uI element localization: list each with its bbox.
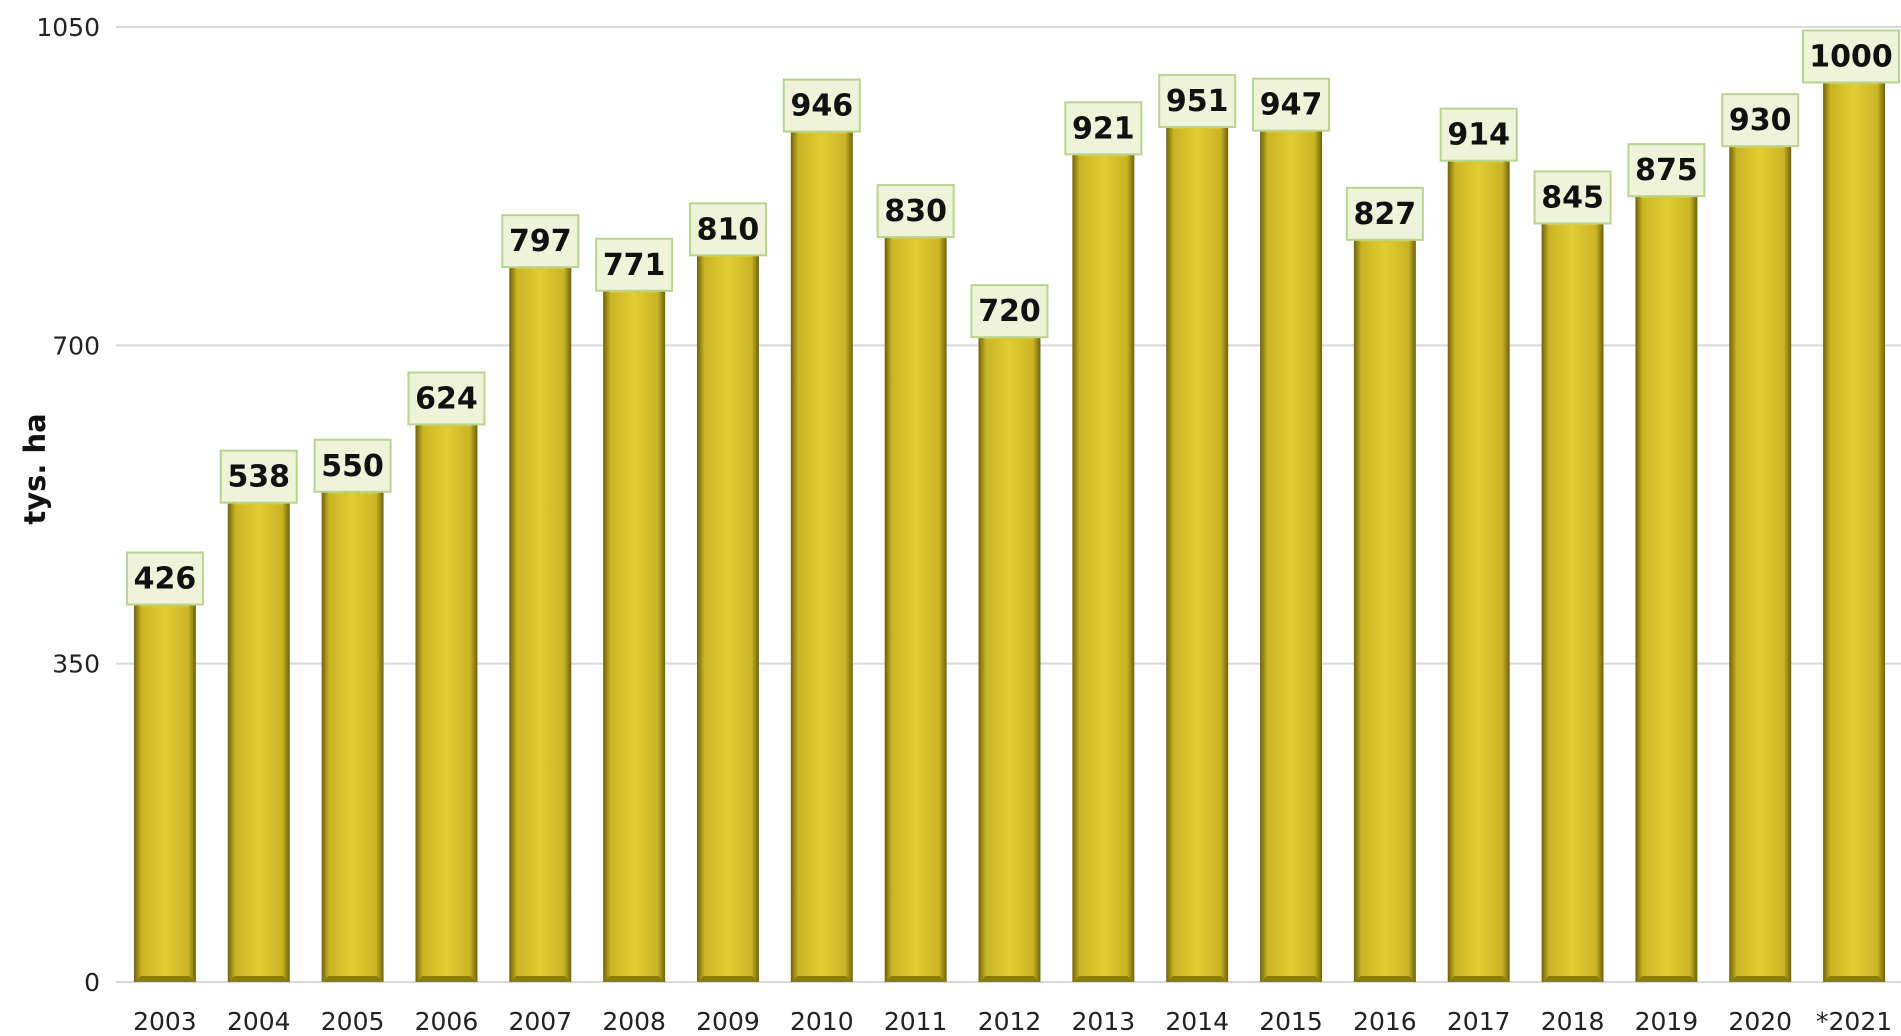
x-tick-label: 2016 bbox=[1353, 1007, 1417, 1036]
data-label: 426 bbox=[134, 562, 197, 597]
bar-2009 bbox=[697, 245, 759, 982]
bar-base bbox=[1729, 976, 1791, 982]
bar-base bbox=[1448, 976, 1510, 982]
bar-2007 bbox=[509, 257, 571, 982]
bar-base bbox=[1542, 976, 1604, 982]
bar-2012 bbox=[979, 327, 1041, 982]
x-tick-label: 2014 bbox=[1165, 1007, 1229, 1036]
bar-2006 bbox=[415, 414, 477, 982]
x-tick-label: 2009 bbox=[696, 1007, 760, 1036]
bar-base bbox=[603, 976, 665, 982]
data-label: 830 bbox=[884, 194, 947, 229]
bar-2014 bbox=[1166, 117, 1228, 982]
bar-base bbox=[885, 976, 947, 982]
bar-base bbox=[134, 976, 196, 982]
bar-base bbox=[1260, 976, 1322, 982]
bar-base bbox=[509, 976, 571, 982]
data-label: 930 bbox=[1729, 103, 1792, 138]
bar-2020 bbox=[1729, 136, 1791, 982]
x-tick-label: 2008 bbox=[602, 1007, 666, 1036]
data-label: 720 bbox=[978, 294, 1041, 329]
bar-2011 bbox=[885, 227, 947, 982]
bar-base bbox=[228, 976, 290, 982]
bar-base bbox=[1166, 976, 1228, 982]
x-tick-label: 2020 bbox=[1728, 1007, 1792, 1036]
data-label: 946 bbox=[791, 89, 854, 124]
y-tick-label: 350 bbox=[52, 650, 100, 679]
data-label: 771 bbox=[603, 248, 666, 283]
x-tick-label: 2010 bbox=[790, 1007, 854, 1036]
bar-base bbox=[1823, 976, 1885, 982]
bar-2003 bbox=[134, 595, 196, 982]
bar-base bbox=[1354, 976, 1416, 982]
bar-*2021 bbox=[1823, 72, 1885, 982]
bar-2015 bbox=[1260, 121, 1322, 982]
data-label: 1000 bbox=[1809, 39, 1893, 74]
data-label: 845 bbox=[1541, 180, 1604, 215]
bar-base bbox=[791, 976, 853, 982]
x-tick-label: 2007 bbox=[508, 1007, 572, 1036]
x-tick-label: *2021 bbox=[1816, 1007, 1892, 1036]
y-tick-label: 1050 bbox=[36, 13, 100, 42]
bar-2004 bbox=[228, 493, 290, 982]
bar-2008 bbox=[603, 281, 665, 982]
bar-2019 bbox=[1635, 186, 1697, 982]
data-label: 951 bbox=[1166, 84, 1229, 119]
data-label: 797 bbox=[509, 224, 572, 259]
y-tick-label: 700 bbox=[52, 331, 100, 360]
x-tick-label: 2015 bbox=[1259, 1007, 1323, 1036]
bar-2005 bbox=[322, 482, 384, 982]
bar-2016 bbox=[1354, 230, 1416, 982]
x-tick-label: 2019 bbox=[1635, 1007, 1699, 1036]
x-axis-tick-labels: 2003 2004 2005 2006 2007 2008 2009 2010 2011 2012… bbox=[133, 1007, 1892, 1036]
bar-2013 bbox=[1072, 144, 1134, 982]
bar-2018 bbox=[1542, 213, 1604, 982]
x-tick-label: 2018 bbox=[1541, 1007, 1605, 1036]
x-tick-label: 2017 bbox=[1447, 1007, 1511, 1036]
data-label: 550 bbox=[321, 449, 384, 484]
x-tick-label: 2012 bbox=[978, 1007, 1042, 1036]
x-tick-label: 2004 bbox=[227, 1007, 291, 1036]
bar-base bbox=[1072, 976, 1134, 982]
x-tick-label: 2003 bbox=[133, 1007, 197, 1036]
data-label: 875 bbox=[1635, 153, 1698, 188]
data-label: 914 bbox=[1447, 118, 1510, 153]
y-axis-title: tys. ha bbox=[18, 413, 52, 524]
bar-base bbox=[1635, 976, 1697, 982]
x-tick-label: 2013 bbox=[1072, 1007, 1136, 1036]
data-label: 921 bbox=[1072, 111, 1135, 146]
bar-2010 bbox=[791, 122, 853, 982]
bar-base bbox=[415, 976, 477, 982]
data-label: 624 bbox=[415, 381, 478, 416]
bar-base bbox=[979, 976, 1041, 982]
x-tick-label: 2011 bbox=[884, 1007, 948, 1036]
bar-2017 bbox=[1448, 151, 1510, 982]
y-tick-label: 0 bbox=[84, 968, 100, 997]
data-label: 827 bbox=[1354, 197, 1417, 232]
bar-base bbox=[322, 976, 384, 982]
data-label: 810 bbox=[697, 212, 760, 247]
data-label: 538 bbox=[227, 460, 290, 495]
data-label: 947 bbox=[1260, 88, 1323, 123]
x-tick-label: 2006 bbox=[415, 1007, 479, 1036]
bar-base bbox=[697, 976, 759, 982]
bars bbox=[134, 72, 1885, 982]
x-tick-label: 2005 bbox=[321, 1007, 385, 1036]
